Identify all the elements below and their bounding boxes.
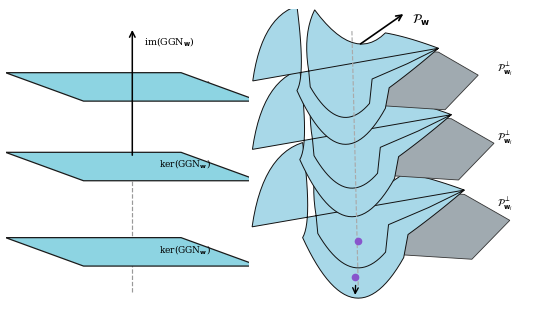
Polygon shape [253,6,438,144]
Polygon shape [378,190,510,259]
Text: $\mathbf{w}_i$: $\mathbf{w}_i$ [368,103,380,114]
Text: ker(GGN$_{\mathbf{w}}$): ker(GGN$_{\mathbf{w}}$) [159,157,211,170]
Text: $\mathcal{P}_{\mathbf{w}}$: $\mathcal{P}_{\mathbf{w}}$ [412,13,430,27]
Polygon shape [6,73,259,101]
Text: $\mathcal{P}^\perp_{\mathbf{w}_i}$: $\mathcal{P}^\perp_{\mathbf{w}_i}$ [497,61,514,78]
Text: $\mathbf{w}_i$: $\mathbf{w}_i$ [368,169,380,180]
Polygon shape [252,143,464,298]
Polygon shape [363,48,478,110]
Polygon shape [6,238,259,266]
Text: $\mathcal{P}^\perp_{\mathbf{w}_i}$: $\mathcal{P}^\perp_{\mathbf{w}_i}$ [497,196,514,213]
Text: ker(GGN$_{\mathbf{w}}$): ker(GGN$_{\mathbf{w}}$) [159,77,211,91]
Text: $\mathcal{P}^\perp_{\mathbf{w}_i}$: $\mathcal{P}^\perp_{\mathbf{w}_i}$ [497,130,514,147]
Polygon shape [6,152,259,181]
Text: im(GGN$_{\mathbf{w}}$): im(GGN$_{\mathbf{w}}$) [145,35,195,48]
Polygon shape [253,70,452,217]
Text: $\mathbf{w}_i$: $\mathbf{w}_i$ [368,238,380,249]
Text: $\mathbf{w}_i$: $\mathbf{w}_i$ [368,274,380,285]
Text: ker(GGN$_{\mathbf{w}}$): ker(GGN$_{\mathbf{w}}$) [159,242,211,256]
Polygon shape [371,115,494,180]
